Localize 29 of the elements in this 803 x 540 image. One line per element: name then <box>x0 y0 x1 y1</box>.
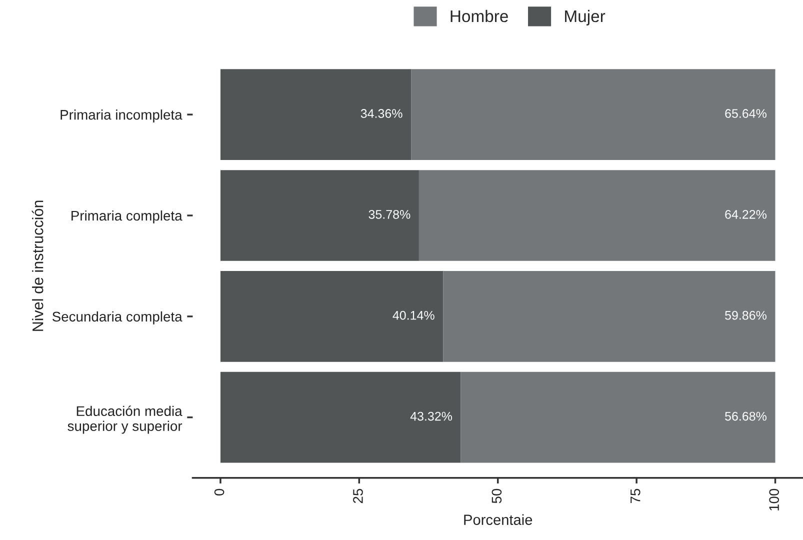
data-label: 65.64% <box>725 109 766 118</box>
data-label: 40.14% <box>392 310 434 320</box>
bar <box>220 270 444 362</box>
y-tick-label: Primaria completa <box>72 210 182 224</box>
y-tick-label: Primaria incompleta <box>60 110 182 122</box>
legend-label: Hombre <box>450 10 508 22</box>
x-tick-label: 50 <box>492 488 502 504</box>
data-label: 59.86% <box>725 310 766 320</box>
data-label: 64.22% <box>725 210 766 219</box>
y-tick-label: Secundaria completa <box>52 311 182 324</box>
data-label: 56.68% <box>725 412 766 421</box>
bar <box>460 372 776 463</box>
bar <box>418 170 776 261</box>
x-tick-label: 25 <box>353 488 363 504</box>
x-tick-label: 75 <box>630 488 640 504</box>
x-axis-title: Porcentaie <box>464 514 532 525</box>
bar <box>411 69 776 160</box>
y-tick-label: Educación media superior y superior <box>68 406 182 434</box>
y-axis-title: Nivel de instrucción <box>32 200 44 331</box>
legend-label: Mujer <box>565 10 606 26</box>
bar <box>220 170 419 261</box>
data-label: 34.36% <box>360 109 402 118</box>
bar <box>443 270 776 362</box>
x-tick-label: 100 <box>769 488 779 510</box>
data-label: 35.78% <box>368 210 410 219</box>
bar <box>220 372 461 463</box>
x-tick-label: 0 <box>214 488 224 496</box>
data-label: 43.32% <box>410 412 452 421</box>
bar <box>220 69 412 160</box>
